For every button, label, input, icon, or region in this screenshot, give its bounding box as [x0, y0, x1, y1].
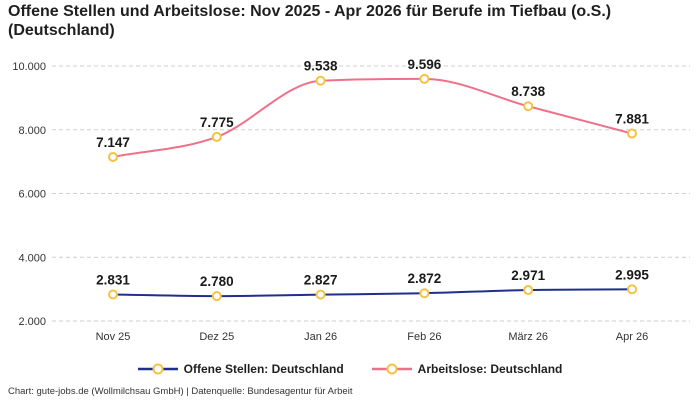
- grid-lines: [52, 65, 690, 322]
- data-label: 8.738: [511, 84, 545, 99]
- data-label: 2.872: [408, 271, 442, 286]
- legend: Offene Stellen: Deutschland Arbeitslose:…: [0, 362, 700, 376]
- line-chart: 2.000 4.000 6.000 8.000 10.000 Nov 25 Dez 25 J…: [12, 57, 690, 343]
- data-point[interactable]: [211, 131, 222, 142]
- y-tick-label: 2.000: [18, 316, 46, 328]
- series-lines: [112, 77, 633, 298]
- data-label: 7.881: [615, 112, 649, 127]
- data-point[interactable]: [627, 284, 637, 295]
- data-point[interactable]: [108, 289, 118, 300]
- legend-label-arbeitslose: Arbeitslose: Deutschland: [417, 362, 563, 376]
- data-point[interactable]: [315, 289, 326, 300]
- y-tick-label: 8.000: [18, 125, 46, 137]
- x-tick-label: Feb 26: [407, 331, 441, 343]
- data-label: 2.831: [96, 273, 130, 288]
- x-axis: Nov 25 Dez 25 Jan 26 Feb 26 März 26 Apr 26: [96, 331, 649, 343]
- y-axis: 2.000 4.000 6.000 8.000 10.000: [12, 61, 46, 328]
- y-tick-label: 10.000: [12, 61, 46, 73]
- series-line-0: [112, 288, 633, 298]
- data-label: 2.827: [304, 273, 338, 288]
- data-point[interactable]: [211, 291, 222, 302]
- legend-swatch-arbeitslose: [371, 363, 412, 375]
- data-label: 2.995: [615, 267, 649, 282]
- data-point[interactable]: [419, 73, 430, 84]
- x-tick-label: Jan 26: [304, 331, 337, 343]
- legend-label-offene-stellen: Offene Stellen: Deutschland: [183, 362, 344, 376]
- y-tick-label: 4.000: [18, 252, 46, 264]
- data-point[interactable]: [108, 151, 118, 162]
- data-point[interactable]: [523, 285, 534, 296]
- data-label: 2.971: [511, 268, 545, 283]
- data-label: 2.780: [200, 274, 234, 289]
- data-label: 9.538: [304, 59, 338, 74]
- legend-item-arbeitslose[interactable]: Arbeitslose: Deutschland: [371, 362, 563, 376]
- x-tick-label: Apr 26: [616, 331, 648, 343]
- x-tick-label: Dez 25: [199, 331, 234, 343]
- data-label: 9.596: [408, 57, 442, 72]
- data-label: 7.147: [96, 135, 130, 150]
- data-point[interactable]: [523, 101, 534, 112]
- source-footer: Chart: gute-jobs.de (Wollmilchsau GmbH) …: [8, 386, 353, 397]
- series-line-1: [112, 77, 633, 158]
- series-points: [108, 73, 637, 302]
- data-point[interactable]: [419, 288, 430, 299]
- legend-swatch-offene-stellen: [137, 363, 178, 375]
- data-point[interactable]: [627, 128, 637, 139]
- x-tick-label: Nov 25: [96, 331, 131, 343]
- data-label: 7.775: [200, 115, 234, 130]
- data-point[interactable]: [315, 75, 326, 86]
- legend-item-offene-stellen[interactable]: Offene Stellen: Deutschland: [137, 362, 344, 376]
- y-tick-label: 6.000: [18, 189, 46, 201]
- data-labels: 2.831 2.780 2.827 2.872 2.971 2.995 7.147 7.775…: [96, 57, 649, 289]
- x-tick-label: März 26: [508, 331, 548, 343]
- chart-title: Offene Stellen und Arbeitslose: Nov 2025…: [8, 3, 612, 39]
